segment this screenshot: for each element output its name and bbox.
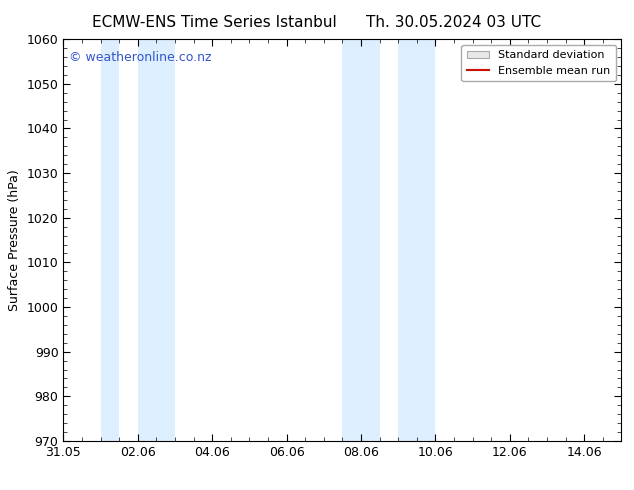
Bar (138, 39, 175, 441)
Bar (398, 39, 436, 441)
Legend: Standard deviation, Ensemble mean run: Standard deviation, Ensemble mean run (462, 45, 616, 81)
Bar (342, 39, 380, 441)
Text: ECMW-ENS Time Series Istanbul      Th. 30.05.2024 03 UTC: ECMW-ENS Time Series Istanbul Th. 30.05.… (93, 15, 541, 30)
Y-axis label: Surface Pressure (hPa): Surface Pressure (hPa) (8, 169, 21, 311)
Text: © weatheronline.co.nz: © weatheronline.co.nz (69, 51, 212, 64)
Bar (101, 39, 119, 441)
